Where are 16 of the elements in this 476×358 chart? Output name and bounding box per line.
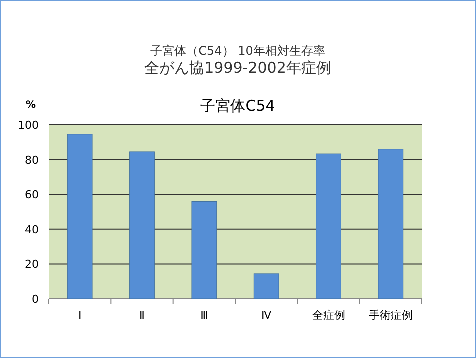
text: 子宮体C54: [200, 97, 276, 115]
y-tick-label: 60: [25, 188, 39, 202]
chart-subtitle: 全がん協1999-2002年症例: [144, 59, 332, 77]
x-tick-label: Ⅱ: [140, 309, 145, 322]
y-axis-title: %: [26, 100, 36, 111]
x-tick-label: Ⅰ: [78, 309, 82, 322]
y-tick-label: 20: [25, 258, 39, 272]
x-tick-label: 手術症例: [368, 309, 413, 322]
chart-title: 子宮体（C54） 10年相対生存率: [150, 44, 326, 58]
y-tick-label: 80: [25, 154, 39, 167]
y-tick-label: 40: [25, 223, 39, 236]
x-tick-label: Ⅳ: [262, 309, 273, 322]
y-tick-label: 0: [32, 293, 39, 306]
x-tick-label: Ⅲ: [200, 309, 208, 322]
x-tick-label: 全症例: [312, 309, 346, 322]
y-tick-label: 100: [18, 119, 39, 132]
